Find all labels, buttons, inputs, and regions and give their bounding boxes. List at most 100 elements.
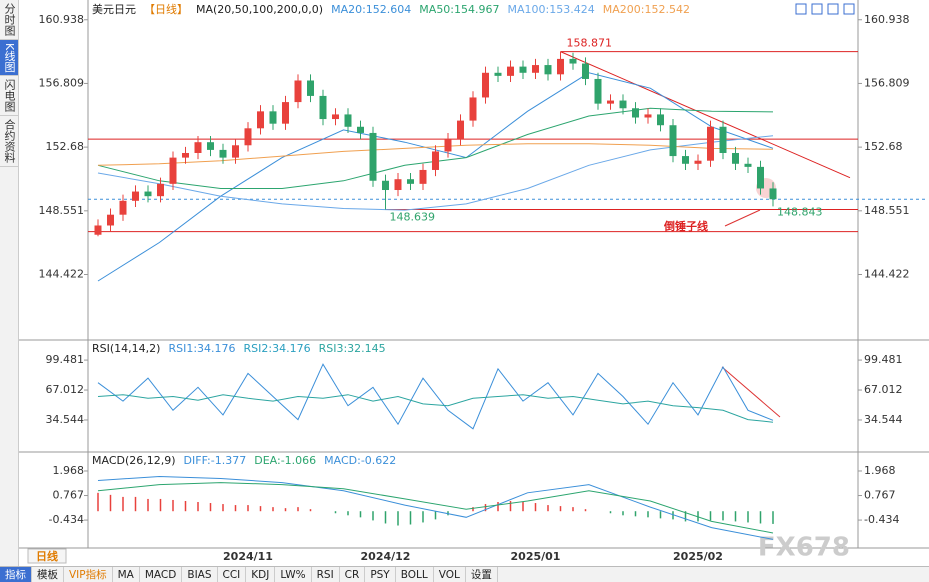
candle-body: [169, 157, 177, 184]
legend-entry: MA(20,50,100,200,0,0): [196, 3, 323, 16]
candle-body: [507, 66, 514, 76]
tab[interactable]: 分时图: [0, 0, 18, 40]
candle-body: [157, 183, 164, 197]
candle-body: [144, 191, 152, 197]
candle-body: [307, 80, 314, 96]
legend-entry: MA200:152.542: [603, 3, 690, 16]
candle-body: [282, 102, 289, 124]
annotation-label: 倒锤子线: [663, 219, 708, 233]
candle-body: [357, 126, 364, 133]
candle-body: [694, 160, 702, 164]
tool-button[interactable]: KDJ: [246, 567, 276, 582]
candle-body: [332, 114, 339, 120]
candle-body: [732, 152, 739, 164]
sidebar: 分时图 K线图 闪电图 合约资料: [0, 0, 19, 566]
tool-button[interactable]: VIP指标: [64, 567, 113, 582]
y-tick-label: 144.422: [39, 268, 85, 281]
tab[interactable]: 闪电图: [0, 76, 18, 117]
legend-entry: RSI3:32.145: [319, 342, 386, 355]
candle-body: [432, 151, 439, 170]
candle-body: [232, 145, 239, 158]
candle-body: [669, 125, 677, 157]
legend-entry: 美元日元: [92, 3, 136, 16]
candle-body: [619, 100, 627, 109]
x-tick-label: 2025/01: [511, 550, 561, 563]
y-tick-label: 34.544: [46, 413, 85, 426]
tool-button[interactable]: RSI: [312, 567, 340, 582]
tool-button[interactable]: PSY: [365, 567, 396, 582]
y-tick-label: 99.481: [864, 353, 903, 366]
trend-line: [560, 51, 851, 179]
legend-entry: MACD(26,12,9): [92, 454, 176, 467]
y-tick-label: 67.012: [864, 383, 903, 396]
y-tick-label: -0.434: [49, 513, 84, 526]
candle-body: [369, 132, 377, 181]
y-tick-label: 144.422: [864, 268, 910, 281]
tool-button[interactable]: 模板: [32, 567, 64, 582]
tab[interactable]: K线图: [0, 40, 18, 77]
y-tick-label: 0.767: [53, 489, 85, 502]
y-tick-label: 99.481: [46, 353, 85, 366]
legend-entry: DEA:-1.066: [254, 454, 316, 467]
tool-button[interactable]: BOLL: [396, 567, 434, 582]
tool-button[interactable]: CCI: [218, 567, 247, 582]
tool-button[interactable]: MA: [113, 567, 140, 582]
annotation-label: 158.871: [567, 37, 613, 50]
tool-button[interactable]: 设置: [466, 567, 498, 582]
legend-entry: MA100:153.424: [508, 3, 595, 16]
candle-body: [594, 78, 602, 104]
watermark: FX678: [758, 533, 850, 563]
legend-entry: 【日线】: [144, 2, 188, 16]
candle-body: [707, 126, 714, 161]
background: [19, 0, 929, 566]
candle-body: [482, 72, 489, 98]
tool-button[interactable]: MACD: [140, 567, 183, 582]
candle-body: [632, 108, 639, 118]
candle-body: [519, 66, 527, 73]
candle-body: [132, 191, 139, 201]
window-icons[interactable]: [795, 3, 855, 15]
series-line: [97, 482, 774, 534]
candle-body: [557, 58, 564, 75]
y-tick-label: 156.809: [864, 76, 910, 89]
candle-body: [207, 142, 214, 150]
y-tick-label: 67.012: [46, 383, 85, 396]
tool-button[interactable]: LW%: [275, 567, 312, 582]
y-tick-label: 160.938: [864, 13, 910, 26]
legend-entry: DIFF:-1.377: [184, 454, 247, 467]
period-label[interactable]: 日线: [36, 549, 58, 563]
tab[interactable]: 合约资料: [0, 116, 18, 168]
candle-body: [107, 214, 114, 226]
y-tick-label: 148.551: [39, 204, 85, 217]
annotation-label: 148.843: [777, 205, 823, 218]
candle-body: [682, 156, 689, 164]
rsi-trend-line: [721, 366, 781, 418]
candle-body: [744, 163, 752, 167]
tool-button[interactable]: CR: [340, 567, 366, 582]
series-line: [97, 475, 774, 540]
candle-body: [194, 142, 202, 153]
candle-body: [469, 97, 477, 121]
candle-body: [394, 179, 402, 191]
tool-button[interactable]: 指标: [0, 567, 32, 582]
annotation-label: 148.639: [390, 210, 436, 223]
tool-button[interactable]: VOL: [434, 567, 466, 582]
candle-body: [582, 63, 589, 79]
candle-body: [494, 72, 502, 76]
candle-body: [532, 65, 539, 73]
candle-body: [769, 188, 777, 200]
y-tick-label: 152.68: [46, 140, 85, 153]
candle-body: [419, 169, 427, 184]
y-tick-label: -0.434: [864, 513, 899, 526]
tool-button[interactable]: BIAS: [182, 567, 218, 582]
x-tick-label: 2024/11: [223, 550, 273, 563]
legend-entry: RSI2:34.176: [244, 342, 311, 355]
candle-body: [407, 179, 414, 184]
candle-body: [569, 58, 577, 64]
candle-body: [544, 65, 552, 75]
y-tick-label: 160.938: [39, 13, 85, 26]
y-tick-label: 34.544: [864, 413, 903, 426]
candle-body: [257, 111, 264, 129]
period-box[interactable]: [27, 548, 67, 564]
